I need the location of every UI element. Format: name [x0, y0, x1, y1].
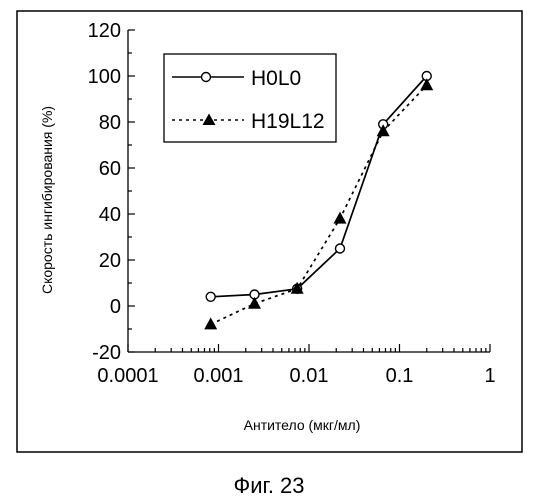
y-axis: 120 100 80 60 40 20 0 -20 [88, 20, 135, 364]
x-tick-label: 0.001 [193, 365, 243, 387]
x-tick-label: 0.1 [386, 365, 414, 387]
y-tick-label: 0 [110, 296, 121, 318]
legend-marker-h0l0 [202, 73, 211, 82]
y-tick-label: 80 [99, 112, 121, 134]
data-point-h19l12 [204, 317, 217, 329]
y-tick-label: 120 [88, 20, 121, 42]
x-tick-label: 1 [484, 365, 495, 387]
y-tick-label: 100 [88, 66, 121, 88]
y-tick-label: 20 [99, 250, 121, 272]
legend-label-h19l12: H19L12 [251, 110, 325, 133]
figure-caption: Фиг. 23 [233, 473, 304, 498]
y-tick-label: 60 [99, 158, 121, 180]
y-axis-title: Скорость ингибирования (%) [39, 106, 55, 294]
data-point-h0l0 [335, 244, 344, 253]
x-axis-title: Антитело (мкг/мл) [244, 417, 361, 433]
legend: H0L0 H19L12 [164, 54, 336, 142]
x-tick-label: 0.0001 [97, 365, 158, 387]
data-point-h19l12 [248, 297, 261, 309]
legend-label-h0l0: H0L0 [251, 67, 301, 90]
x-tick-label: 0.01 [290, 365, 329, 387]
data-point-h19l12 [333, 212, 346, 224]
x-axis: 0.0001 0.001 0.01 0.1 1 [97, 344, 495, 387]
data-point-h0l0 [206, 292, 215, 301]
y-tick-label: 40 [99, 204, 121, 226]
y-tick-label: -20 [92, 342, 121, 364]
